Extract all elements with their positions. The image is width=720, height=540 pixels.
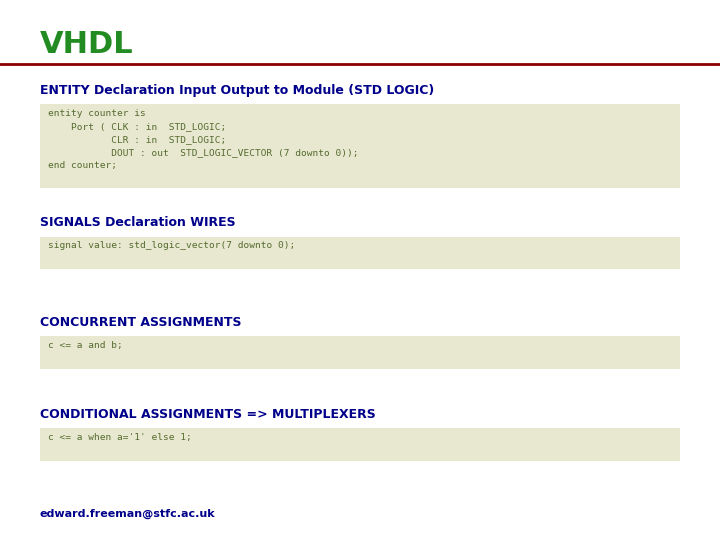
Text: ENTITY Declaration Input Output to Module (STD LOGIC): ENTITY Declaration Input Output to Modul…: [40, 84, 434, 97]
FancyBboxPatch shape: [40, 336, 680, 369]
Text: SIGNALS Declaration WIRES: SIGNALS Declaration WIRES: [40, 216, 235, 229]
FancyBboxPatch shape: [40, 237, 680, 269]
Text: c <= a when a='1' else 1;: c <= a when a='1' else 1;: [48, 433, 192, 442]
Text: entity counter is
    Port ( CLK : in  STD_LOGIC;
           CLR : in  STD_LOGIC: entity counter is Port ( CLK : in STD_LO…: [48, 109, 359, 170]
FancyBboxPatch shape: [40, 428, 680, 461]
Text: signal value: std_logic_vector(7 downto 0);: signal value: std_logic_vector(7 downto …: [48, 241, 295, 250]
FancyBboxPatch shape: [40, 104, 680, 188]
Text: c <= a and b;: c <= a and b;: [48, 341, 123, 350]
Text: VHDL: VHDL: [40, 30, 133, 59]
Text: CONDITIONAL ASSIGNMENTS => MULTIPLEXERS: CONDITIONAL ASSIGNMENTS => MULTIPLEXERS: [40, 408, 375, 421]
Text: CONCURRENT ASSIGNMENTS: CONCURRENT ASSIGNMENTS: [40, 316, 241, 329]
Text: edward.freeman@stfc.ac.uk: edward.freeman@stfc.ac.uk: [40, 509, 215, 519]
